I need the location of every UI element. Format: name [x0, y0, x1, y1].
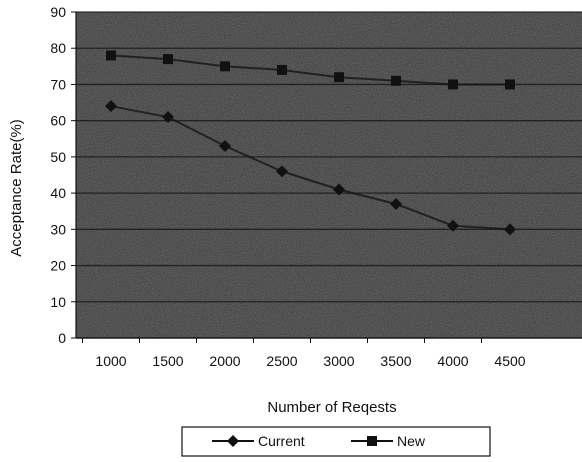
x-tick-label: 2000 — [209, 353, 240, 369]
data-point — [447, 219, 459, 232]
legend-marker — [227, 435, 239, 447]
legend-marker — [367, 436, 377, 446]
x-axis-title: Number of Reqests — [267, 399, 396, 416]
y-tick-label: 30 — [50, 221, 66, 237]
y-tick-label: 90 — [50, 4, 66, 20]
legend-label: New — [397, 433, 426, 449]
grid-lines — [75, 11, 582, 339]
data-point — [333, 183, 345, 196]
data-point — [390, 197, 402, 210]
series-layer — [105, 50, 516, 236]
x-tick-label: 3500 — [380, 353, 411, 369]
x-tick-label: 3000 — [323, 353, 354, 369]
y-tick-label: 50 — [50, 149, 66, 165]
series-line — [110, 105, 511, 231]
y-axis-ticks: 0 10 20 30 40 50 60 70 80 90 — [50, 4, 76, 346]
y-tick-label: 80 — [50, 40, 66, 56]
x-tick-label: 1000 — [95, 353, 126, 369]
data-point — [219, 140, 231, 153]
series-current — [105, 100, 516, 236]
legend-item-current: Current — [212, 433, 305, 449]
data-point — [163, 54, 173, 65]
legend: Current New — [181, 426, 491, 457]
data-point — [334, 72, 344, 83]
x-tick-label: 2500 — [266, 353, 297, 369]
series-new — [106, 50, 515, 90]
data-point — [448, 79, 458, 90]
plot-area — [76, 12, 582, 338]
y-tick-label: 70 — [50, 76, 66, 92]
data-point — [391, 75, 401, 86]
y-tick-label: 10 — [50, 294, 66, 310]
y-tick-label: 40 — [50, 185, 66, 201]
data-point — [276, 165, 288, 178]
series-line — [110, 54, 510, 86]
x-tick-label: 1500 — [152, 353, 183, 369]
data-point — [504, 223, 516, 236]
x-tick-label: 4500 — [494, 353, 525, 369]
x-tick-label: 4000 — [437, 353, 468, 369]
legend-label: Current — [258, 433, 305, 449]
data-point — [505, 79, 515, 90]
y-axis-title: Acceptance Rate(%) — [8, 119, 25, 257]
data-point — [105, 100, 117, 113]
plot-texture — [76, 12, 582, 338]
y-tick-label: 20 — [50, 258, 66, 274]
legend-item-new: New — [351, 433, 426, 449]
y-tick-label: 0 — [58, 330, 66, 346]
data-point — [162, 111, 174, 124]
data-point — [277, 64, 287, 75]
y-tick-label: 60 — [50, 113, 66, 129]
x-axis-ticks: 1000 1500 2000 2500 3000 3500 4000 4500 — [82, 338, 526, 369]
data-point — [106, 50, 116, 61]
data-point — [220, 61, 230, 72]
